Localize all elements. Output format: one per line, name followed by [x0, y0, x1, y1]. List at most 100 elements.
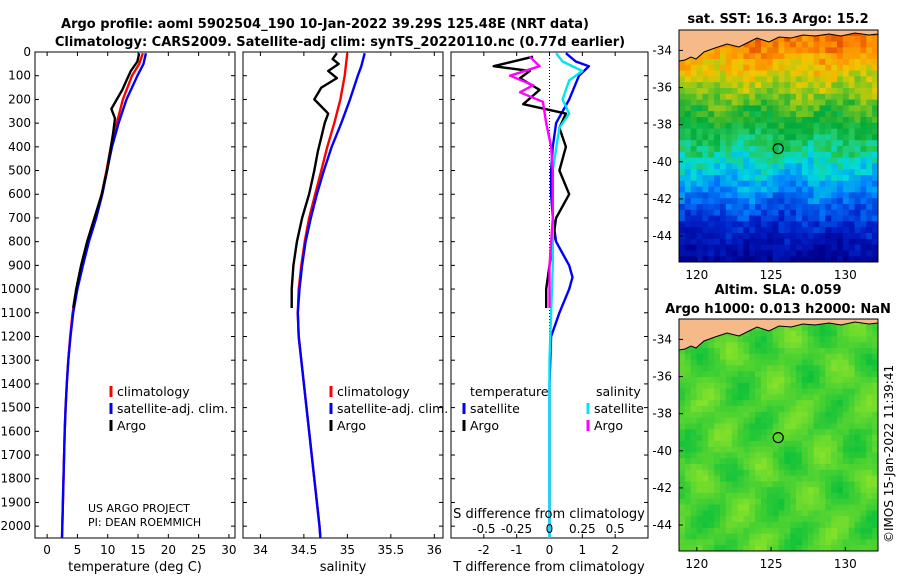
map-cell — [854, 82, 861, 89]
map-cell — [737, 198, 744, 205]
map-cell — [872, 469, 879, 476]
map-cell — [842, 330, 850, 337]
map-cell — [796, 41, 803, 48]
map-cell — [679, 163, 686, 170]
map-cell — [731, 510, 738, 517]
map-cell — [749, 186, 756, 193]
x-tick-label: 0 — [43, 543, 51, 557]
map-cell — [825, 440, 832, 447]
map-cell — [807, 151, 815, 158]
map-cell — [731, 134, 738, 141]
map-cell — [848, 429, 855, 436]
map-cell — [860, 440, 867, 447]
map-cell — [737, 510, 744, 517]
map-cell — [684, 365, 692, 372]
map-cell — [679, 464, 686, 471]
map-cell — [837, 105, 844, 112]
map-cell — [766, 157, 774, 164]
map-cell — [714, 365, 721, 372]
map-cell — [842, 417, 850, 424]
map-cell — [860, 163, 867, 170]
map-cell — [866, 204, 873, 211]
map-cell — [860, 435, 867, 442]
map-cell — [743, 233, 750, 240]
map-cell — [772, 469, 779, 476]
map-cell — [790, 221, 797, 228]
map-cell — [807, 493, 815, 500]
map-cell — [796, 93, 803, 100]
map-cell — [866, 122, 873, 129]
map-cell — [708, 481, 715, 488]
map-cell — [725, 539, 733, 546]
map-cell — [679, 458, 686, 465]
map-cell — [719, 111, 727, 118]
map-cell — [848, 388, 855, 395]
map-cell — [837, 209, 844, 216]
map-cell — [719, 244, 727, 251]
map-cell — [790, 122, 797, 129]
map-cell — [702, 99, 709, 106]
y-tick-label: 1800 — [0, 472, 31, 486]
map-cell — [801, 371, 809, 378]
map-cell — [679, 221, 686, 228]
y-tick-label: 1500 — [0, 401, 31, 415]
map-cell — [760, 417, 768, 424]
map-cell — [796, 382, 803, 389]
map-cell — [866, 163, 873, 170]
map-cell — [854, 209, 861, 216]
map-cell — [737, 475, 744, 482]
map-cell — [848, 365, 855, 372]
map-cell — [842, 111, 850, 118]
map-cell — [831, 122, 838, 129]
map-cell — [708, 151, 715, 158]
map-cell — [819, 487, 826, 494]
map-x-tick-label: 125 — [760, 557, 783, 571]
map-cell — [684, 475, 692, 482]
map-cell — [766, 382, 774, 389]
map-cell — [790, 493, 797, 500]
map-cell — [872, 417, 879, 424]
map-cell — [696, 429, 703, 436]
map-cell — [813, 493, 820, 500]
map-cell — [737, 446, 744, 453]
temperature-x-ticks: 0 5 10 15 20 25 30 — [43, 52, 237, 557]
map-cell — [702, 93, 709, 100]
map-cell — [725, 163, 733, 170]
map-cell — [837, 388, 844, 395]
map-cell — [813, 215, 820, 222]
map-cell — [684, 522, 692, 529]
map-cell — [749, 469, 756, 476]
map-cell — [755, 105, 762, 112]
map-cell — [772, 353, 779, 360]
map-cell — [719, 406, 727, 413]
map-cell — [679, 59, 686, 66]
map-cell — [755, 458, 762, 465]
map-cell — [760, 111, 768, 118]
map-cell — [760, 233, 768, 240]
sla-map-argo-marker — [772, 431, 784, 444]
map-cell — [860, 250, 867, 257]
map-cell — [731, 204, 738, 211]
map-cell — [825, 545, 832, 552]
map-cell — [825, 504, 832, 511]
map-cell — [766, 111, 774, 118]
map-cell — [737, 435, 744, 442]
difference-s-xlabel: S difference from climatology — [453, 507, 645, 522]
map-cell — [842, 533, 850, 540]
map-cell — [690, 458, 697, 465]
map-cell — [866, 238, 873, 245]
map-cell — [702, 493, 709, 500]
map-cell — [842, 527, 850, 534]
map-cell — [831, 117, 838, 124]
map-cell — [854, 458, 861, 465]
map-cell — [848, 70, 855, 77]
legend-label-satellite-adj: satellite-adj. clim. — [337, 401, 448, 416]
map-cell — [766, 59, 774, 66]
map-cell — [749, 128, 756, 135]
map-y-tick-label: -42 — [652, 481, 672, 495]
map-cell — [766, 238, 774, 245]
map-cell — [813, 221, 820, 228]
map-cell — [749, 353, 756, 360]
map-cell — [772, 134, 779, 141]
map-cell — [737, 353, 744, 360]
